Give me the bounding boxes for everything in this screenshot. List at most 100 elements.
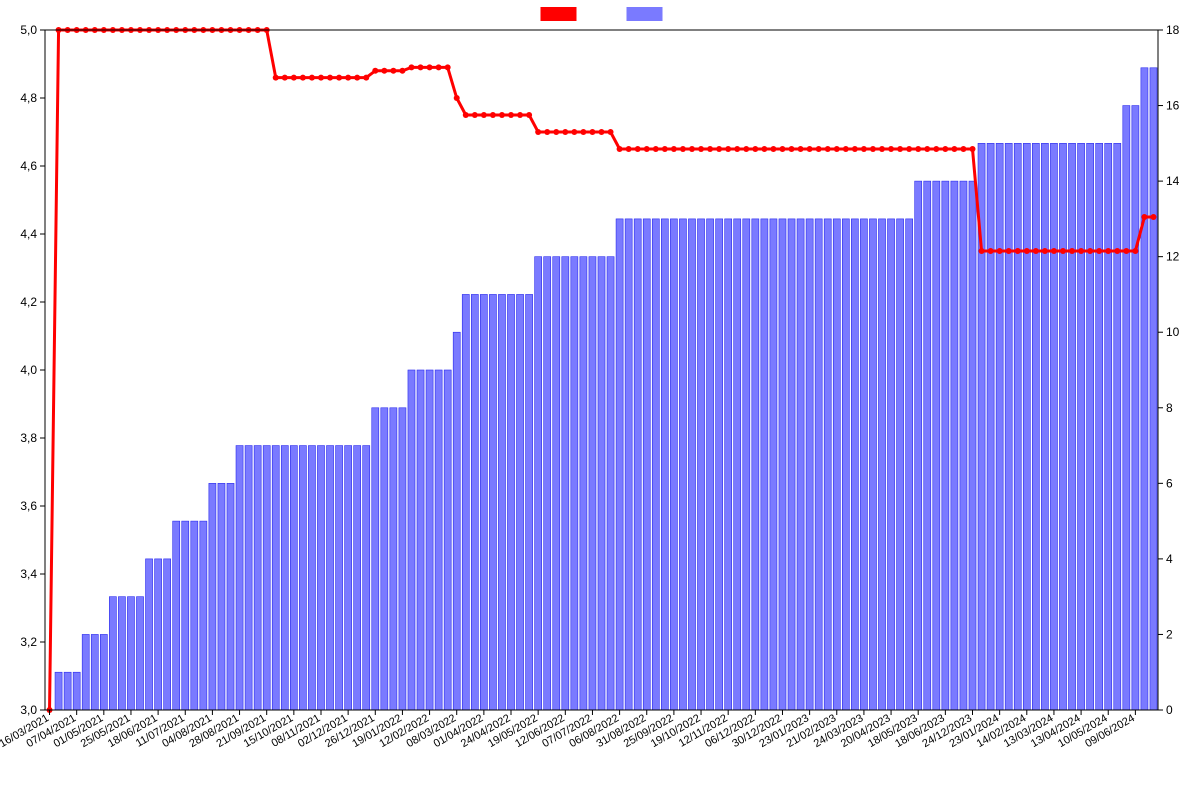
bar <box>308 446 315 710</box>
y-right-tick-label: 8 <box>1166 401 1173 415</box>
bar <box>91 634 98 710</box>
line-marker <box>970 146 976 152</box>
bar <box>272 446 279 710</box>
line-marker <box>571 129 577 135</box>
bar <box>64 672 71 710</box>
line-marker <box>626 146 632 152</box>
line-marker <box>599 129 605 135</box>
bar <box>625 219 632 710</box>
dual-axis-chart: 3,03,23,43,63,84,04,24,44,64,85,00246810… <box>0 0 1200 800</box>
bar <box>453 332 460 710</box>
line-marker <box>553 129 559 135</box>
line-marker <box>725 146 731 152</box>
line-marker <box>698 146 704 152</box>
line-marker <box>861 146 867 152</box>
line-marker <box>1123 248 1129 254</box>
bar <box>245 446 252 710</box>
bar <box>734 219 741 710</box>
line-marker <box>562 129 568 135</box>
bar <box>634 219 641 710</box>
line-marker <box>906 146 912 152</box>
line-marker <box>1024 248 1030 254</box>
line-marker <box>1033 248 1039 254</box>
y-right-tick-label: 18 <box>1166 23 1180 37</box>
line-marker <box>291 75 297 81</box>
bar <box>480 294 487 710</box>
bar <box>1096 143 1103 710</box>
bar <box>281 446 288 710</box>
bar <box>471 294 478 710</box>
bar <box>969 181 976 710</box>
line-marker <box>852 146 858 152</box>
bar <box>707 219 714 710</box>
y-left-tick-label: 3,8 <box>20 431 37 445</box>
bar <box>426 370 433 710</box>
line-marker <box>454 95 460 101</box>
line-marker <box>662 146 668 152</box>
y-left-tick-label: 4,6 <box>20 159 37 173</box>
legend-swatch <box>627 7 663 21</box>
line-marker <box>1087 248 1093 254</box>
bar <box>598 257 605 710</box>
bar <box>661 219 668 710</box>
bar <box>526 294 533 710</box>
line-marker <box>689 146 695 152</box>
line-marker <box>463 112 469 118</box>
line-marker <box>888 146 894 152</box>
bar <box>842 219 849 710</box>
bar <box>1087 143 1094 710</box>
line-marker <box>942 146 948 152</box>
bar <box>200 521 207 710</box>
bar <box>788 219 795 710</box>
bar <box>652 219 659 710</box>
line-marker <box>707 146 713 152</box>
line-marker <box>671 146 677 152</box>
bar <box>1023 143 1030 710</box>
line-marker <box>300 75 306 81</box>
line-marker <box>608 129 614 135</box>
bar <box>363 446 370 710</box>
line-marker <box>1069 248 1075 254</box>
y-left-tick-label: 4,0 <box>20 363 37 377</box>
bar <box>507 294 514 710</box>
bar <box>1141 68 1148 710</box>
bar <box>390 408 397 710</box>
bar <box>553 257 560 710</box>
line-marker <box>988 248 994 254</box>
y-right-tick-label: 6 <box>1166 476 1173 490</box>
bar <box>643 219 650 710</box>
line-marker <box>734 146 740 152</box>
bar <box>833 219 840 710</box>
line-marker <box>372 68 378 74</box>
line-marker <box>1141 214 1147 220</box>
bar <box>1078 143 1085 710</box>
line-marker <box>427 64 433 70</box>
line-marker <box>825 146 831 152</box>
bar <box>336 446 343 710</box>
bar <box>698 219 705 710</box>
line-marker <box>436 64 442 70</box>
line-marker <box>535 129 541 135</box>
bar <box>544 257 551 710</box>
line-marker <box>499 112 505 118</box>
bar <box>987 143 994 710</box>
line-marker <box>979 248 985 254</box>
line-marker <box>1096 248 1102 254</box>
line-marker <box>1105 248 1111 254</box>
bar <box>1050 143 1057 710</box>
bar <box>372 408 379 710</box>
line-marker <box>1114 248 1120 254</box>
bar <box>1059 143 1066 710</box>
line-marker <box>472 112 478 118</box>
y-right-tick-label: 14 <box>1166 174 1180 188</box>
bar <box>933 181 940 710</box>
bar <box>960 181 967 710</box>
line-marker <box>490 112 496 118</box>
line-marker <box>843 146 849 152</box>
y-left-tick-label: 4,8 <box>20 91 37 105</box>
line-marker <box>951 146 957 152</box>
line-marker <box>1006 248 1012 254</box>
bar <box>109 597 116 710</box>
line-marker <box>960 146 966 152</box>
y-left-tick-label: 4,4 <box>20 227 37 241</box>
